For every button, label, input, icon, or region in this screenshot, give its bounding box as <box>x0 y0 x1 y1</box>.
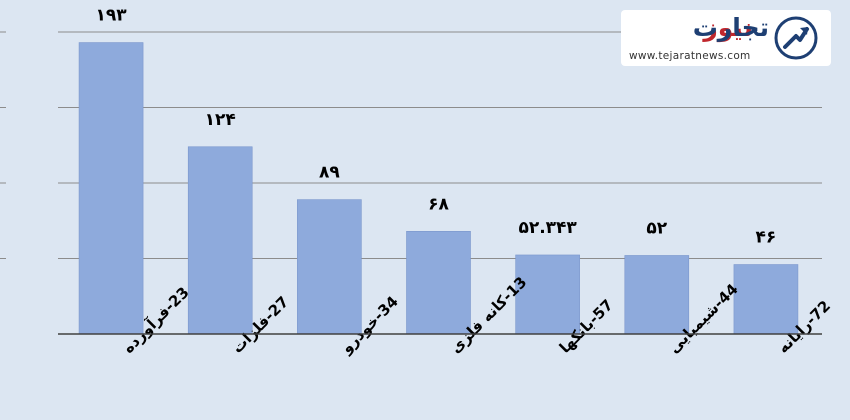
value-label: ۵۲.۳۴۳ <box>518 218 577 238</box>
value-label: ۸۹ <box>319 163 340 183</box>
bar <box>78 42 144 335</box>
bar <box>406 231 471 335</box>
bar <box>733 264 799 335</box>
rising-arrow-emblem-icon <box>774 16 818 60</box>
bar <box>187 146 253 335</box>
logo-name-red: نیوز <box>703 13 753 42</box>
value-label: ۱۲۴ <box>205 110 236 130</box>
bar <box>624 255 690 335</box>
value-label: ۵۲ <box>646 218 667 238</box>
value-label: ۱۹۳ <box>96 6 128 26</box>
value-label: ۶۸ <box>428 194 449 214</box>
value-label: ۴۶ <box>756 228 777 248</box>
bar <box>515 254 580 335</box>
logo-name-blue: تجارت <box>692 13 769 42</box>
bar <box>297 199 362 335</box>
logo: نیوز تجارت www.tejaratnews.com <box>621 10 831 66</box>
value-labels: ۱۹۳ ۱۲۴ ۸۹ ۶۸ ۵۲.۳۴۳ ۵۲ ۴۶ <box>96 6 777 248</box>
bars <box>78 42 799 335</box>
logo-url: www.tejaratnews.com <box>629 50 751 62</box>
